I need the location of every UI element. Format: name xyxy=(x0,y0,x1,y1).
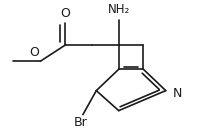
Text: O: O xyxy=(60,7,70,20)
Text: NH₂: NH₂ xyxy=(108,3,130,16)
Text: N: N xyxy=(172,87,182,100)
Text: O: O xyxy=(29,46,39,59)
Text: Br: Br xyxy=(74,116,88,129)
